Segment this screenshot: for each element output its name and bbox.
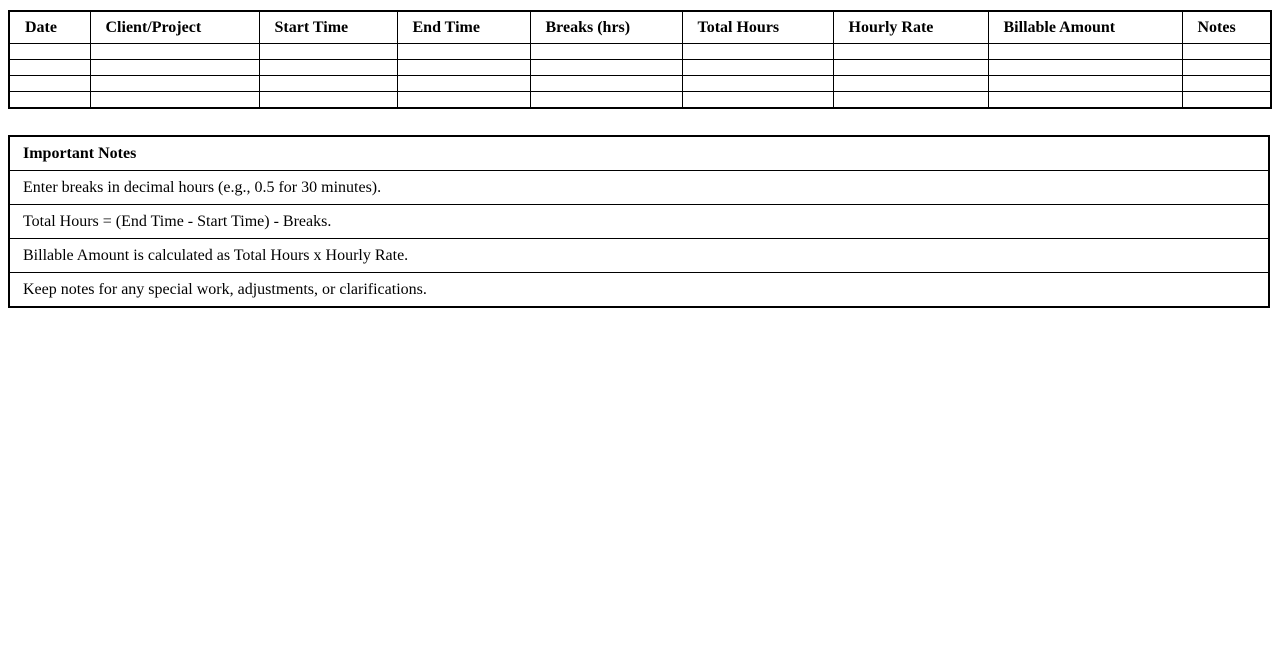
column-header-billable-amount: Billable Amount	[987, 10, 1183, 44]
cell-start-time	[258, 75, 398, 92]
cell-date	[8, 91, 91, 109]
cell-date	[8, 43, 91, 60]
column-header-total-hours: Total Hours	[681, 10, 834, 44]
timesheet-empty-row	[8, 91, 1272, 109]
column-header-hourly-rate: Hourly Rate	[832, 10, 989, 44]
notes-section-title: Important Notes	[8, 135, 1270, 171]
cell-total-hours	[681, 91, 834, 109]
cell-billable-amount	[987, 43, 1183, 60]
cell-total-hours	[681, 75, 834, 92]
column-header-end-time: End Time	[396, 10, 531, 44]
cell-billable-amount	[987, 59, 1183, 76]
cell-end-time	[396, 75, 531, 92]
column-header-date: Date	[8, 10, 91, 44]
cell-end-time	[396, 43, 531, 60]
notes-item-keep-notes: Keep notes for any special work, adjustm…	[8, 272, 1270, 308]
cell-breaks	[529, 75, 683, 92]
notes-item-billable-formula: Billable Amount is calculated as Total H…	[8, 238, 1270, 273]
notes-item-row: Keep notes for any special work, adjustm…	[8, 272, 1270, 308]
cell-start-time	[258, 91, 398, 109]
cell-end-time	[396, 91, 531, 109]
cell-hourly-rate	[832, 59, 989, 76]
cell-client-project	[89, 91, 260, 109]
cell-total-hours	[681, 43, 834, 60]
cell-breaks	[529, 91, 683, 109]
column-header-client-project: Client/Project	[89, 10, 260, 44]
notes-item-total-hours-formula: Total Hours = (End Time - Start Time) - …	[8, 204, 1270, 239]
timesheet-empty-row	[8, 59, 1272, 76]
timesheet-empty-row	[8, 43, 1272, 60]
timesheet-header-row: Date Client/Project Start Time End Time …	[8, 10, 1272, 44]
notes-item-breaks-format: Enter breaks in decimal hours (e.g., 0.5…	[8, 170, 1270, 205]
cell-notes	[1181, 75, 1272, 92]
notes-item-row: Billable Amount is calculated as Total H…	[8, 238, 1270, 273]
cell-client-project	[89, 59, 260, 76]
column-header-breaks: Breaks (hrs)	[529, 10, 683, 44]
cell-breaks	[529, 43, 683, 60]
notes-header-row: Important Notes	[8, 135, 1270, 171]
cell-notes	[1181, 91, 1272, 109]
column-header-start-time: Start Time	[258, 10, 398, 44]
cell-billable-amount	[987, 75, 1183, 92]
important-notes-table: Important Notes Enter breaks in decimal …	[8, 135, 1270, 308]
cell-total-hours	[681, 59, 834, 76]
cell-start-time	[258, 43, 398, 60]
cell-hourly-rate	[832, 91, 989, 109]
timesheet-page: Date Client/Project Start Time End Time …	[0, 0, 1278, 308]
cell-notes	[1181, 43, 1272, 60]
cell-billable-amount	[987, 91, 1183, 109]
cell-date	[8, 59, 91, 76]
cell-client-project	[89, 43, 260, 60]
cell-date	[8, 75, 91, 92]
timesheet-empty-row	[8, 75, 1272, 92]
notes-item-row: Enter breaks in decimal hours (e.g., 0.5…	[8, 170, 1270, 205]
cell-end-time	[396, 59, 531, 76]
cell-hourly-rate	[832, 43, 989, 60]
column-header-notes: Notes	[1181, 10, 1272, 44]
timesheet-table: Date Client/Project Start Time End Time …	[8, 10, 1272, 109]
cell-breaks	[529, 59, 683, 76]
cell-client-project	[89, 75, 260, 92]
cell-hourly-rate	[832, 75, 989, 92]
notes-item-row: Total Hours = (End Time - Start Time) - …	[8, 204, 1270, 239]
cell-start-time	[258, 59, 398, 76]
cell-notes	[1181, 59, 1272, 76]
